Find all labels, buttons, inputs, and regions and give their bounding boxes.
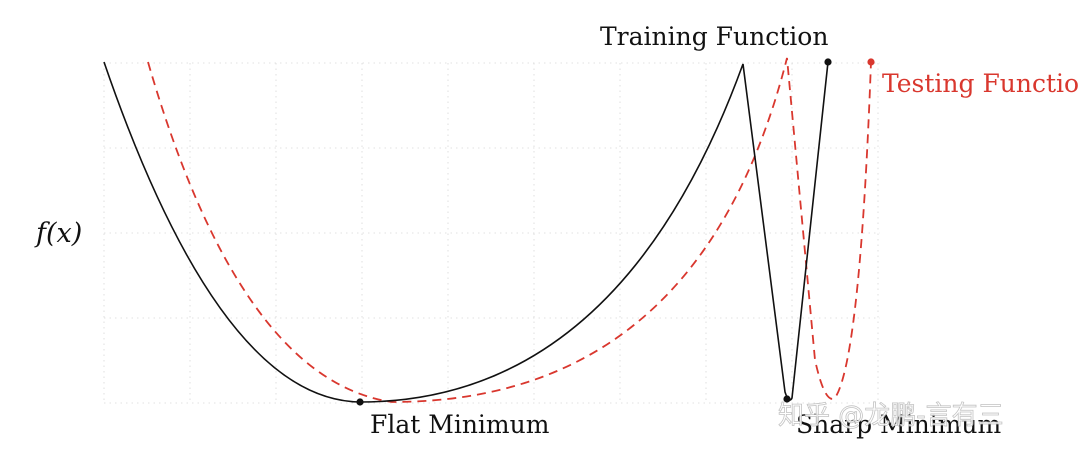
watermark-text: 知乎 @龙鹏-言有三 (778, 401, 1004, 431)
y-axis-label: f(x) (34, 218, 82, 249)
testing-endpoint-marker (867, 58, 875, 66)
flat-minimum-label: Flat Minimum (370, 410, 550, 439)
testing-function-curve (147, 57, 872, 403)
sharp-minimum-label: Sharp Minimum (796, 410, 1002, 439)
testing-function-label: Testing Function (882, 69, 1080, 98)
training-function-label: Training Function (600, 22, 828, 51)
training-function-curve (103, 61, 829, 403)
background-grid (103, 62, 880, 404)
flat-minimum-point (356, 398, 364, 406)
training-endpoint-marker (824, 58, 832, 66)
sharp-minimum-point (783, 395, 791, 403)
